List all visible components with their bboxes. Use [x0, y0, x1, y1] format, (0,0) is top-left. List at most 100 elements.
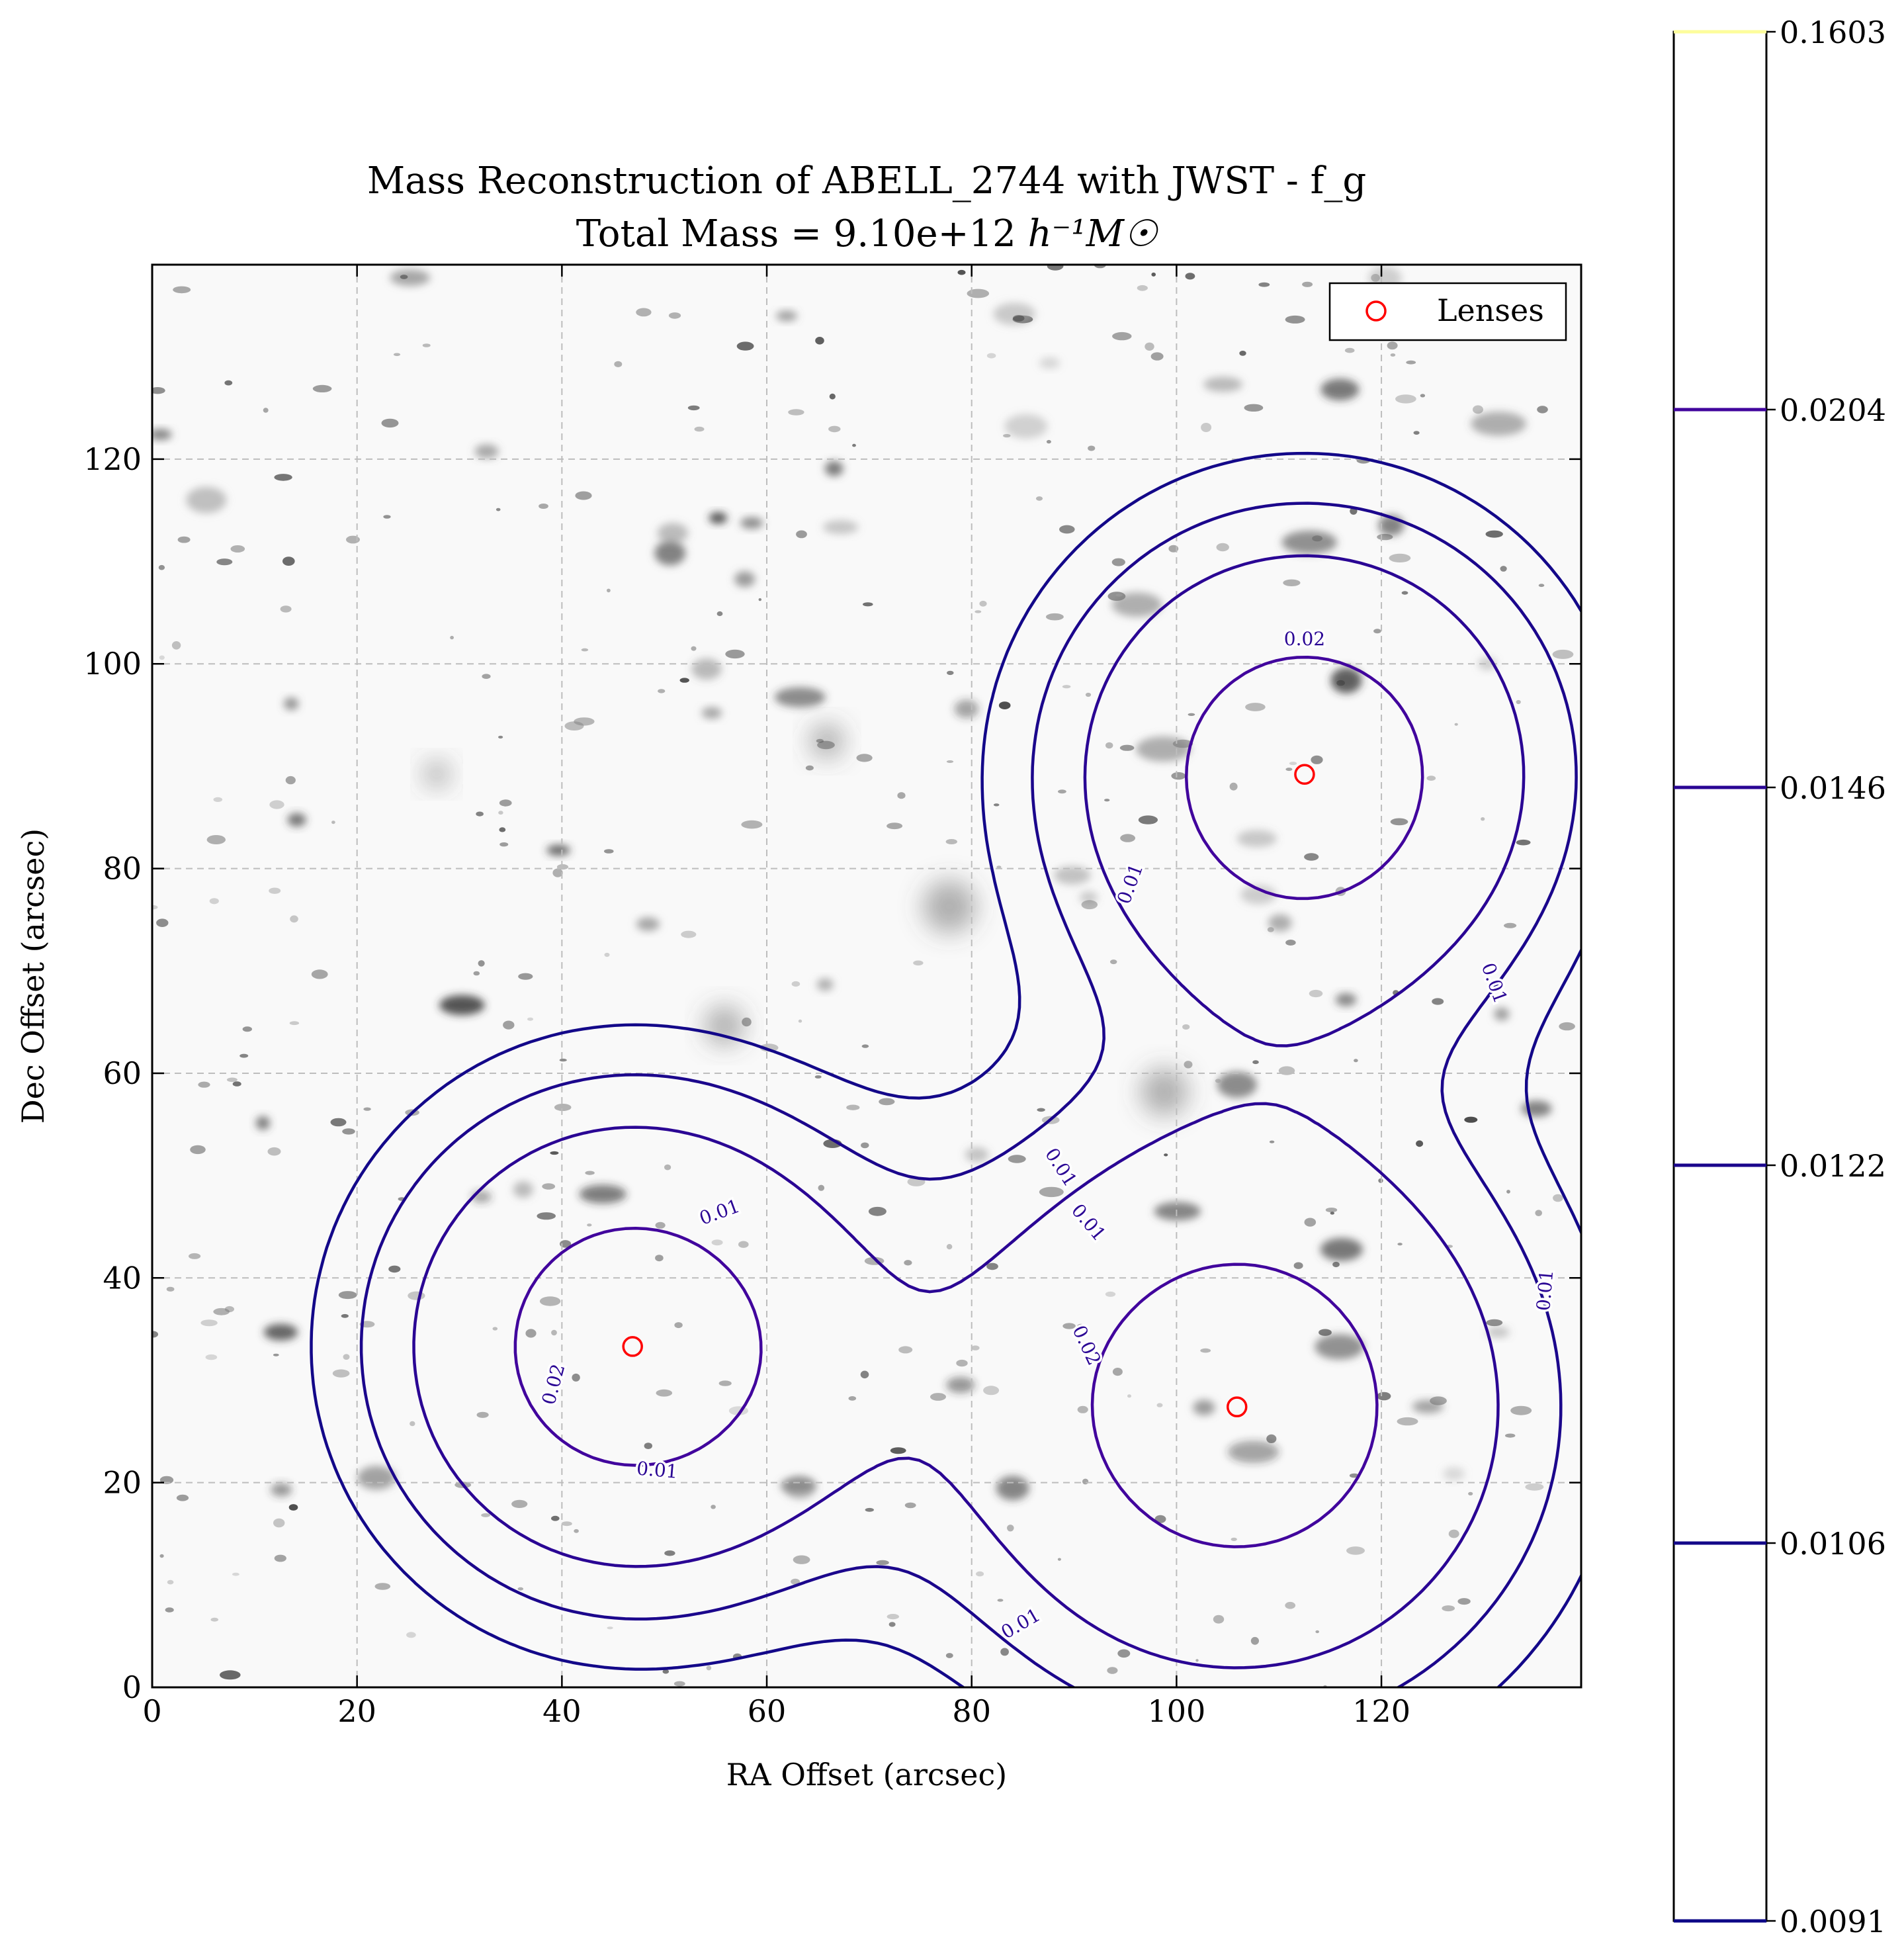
galaxy-spot	[1076, 1323, 1086, 1331]
galaxy-spot	[1115, 594, 1123, 597]
galaxy-spot	[476, 1411, 489, 1418]
legend-lenses-label: Lenses	[1437, 292, 1544, 328]
galaxy-spot	[774, 687, 826, 707]
galaxy-spot	[1432, 998, 1444, 1005]
galaxy-spot	[290, 915, 298, 923]
galaxy-spot	[481, 1513, 490, 1517]
galaxy-spot	[1215, 1079, 1221, 1083]
galaxy-spot	[1330, 667, 1362, 693]
galaxy-spot	[1401, 591, 1408, 595]
galaxy-spot	[232, 1572, 239, 1576]
galaxy-spot	[1154, 1202, 1201, 1221]
galaxy-spot	[1213, 1615, 1225, 1624]
galaxy-spot	[1151, 272, 1156, 277]
galaxy-spot	[979, 600, 987, 607]
galaxy-spot	[1077, 1405, 1088, 1413]
galaxy-spot	[269, 887, 281, 894]
galaxy-spot	[791, 1578, 801, 1585]
galaxy-spot	[288, 1504, 298, 1511]
galaxy-spot	[1416, 1140, 1424, 1147]
galaxy-spot	[1117, 1649, 1131, 1658]
galaxy-spot	[551, 1515, 560, 1521]
galaxy-spot	[681, 930, 697, 938]
galaxy-spot	[1007, 1525, 1014, 1532]
galaxy-spot	[736, 341, 754, 351]
galaxy-spot	[1325, 1208, 1338, 1213]
galaxy-spot	[1266, 1434, 1277, 1443]
galaxy-spot	[1164, 1153, 1168, 1157]
galaxy-spot	[230, 545, 245, 553]
galaxy-spot	[846, 1104, 860, 1110]
bright-galaxy-halo	[1141, 1068, 1188, 1116]
galaxy-spot	[1082, 1478, 1089, 1485]
galaxy-spot	[1216, 543, 1229, 552]
galaxy-spot	[587, 1223, 592, 1227]
galaxy-spot	[668, 312, 681, 319]
galaxy-spot	[1079, 891, 1098, 904]
galaxy-spot	[205, 1354, 218, 1360]
galaxy-spot	[913, 960, 924, 966]
galaxy-spot	[1250, 1636, 1259, 1645]
galaxy-spot	[701, 707, 722, 719]
galaxy-spot	[374, 1583, 391, 1590]
galaxy-spot	[498, 735, 503, 739]
bright-galaxy-halo	[923, 880, 976, 933]
galaxy-spot	[1390, 818, 1408, 826]
galaxy-spot	[273, 1353, 279, 1356]
galaxy-spot	[1104, 799, 1110, 802]
galaxy-spot	[1244, 404, 1264, 412]
galaxy-spot	[1377, 1392, 1391, 1401]
galaxy-spot	[785, 1476, 815, 1499]
galaxy-spot	[189, 1253, 201, 1259]
galaxy-spot	[152, 905, 158, 910]
galaxy-spot	[828, 425, 841, 433]
galaxy-spot	[410, 1421, 415, 1427]
galaxy-spot	[383, 515, 391, 519]
galaxy-spot	[1464, 1116, 1478, 1123]
galaxy-spot	[539, 1296, 561, 1306]
galaxy-spot	[993, 302, 1036, 326]
galaxy-spot	[1057, 1558, 1061, 1561]
galaxy-spot	[499, 799, 512, 807]
galaxy-spot	[818, 1184, 825, 1191]
galaxy-spot	[997, 1599, 1004, 1602]
galaxy-spot	[662, 1669, 670, 1674]
galaxy-spot	[655, 1221, 666, 1229]
galaxy-spot	[664, 1164, 671, 1171]
grid-lines	[152, 265, 1581, 1687]
galaxy-spot	[1330, 1212, 1335, 1215]
galaxy-spot	[1309, 989, 1323, 998]
galaxy-spot	[1397, 1417, 1418, 1426]
galaxy-spot	[1252, 1060, 1259, 1065]
galaxy-spot	[1236, 830, 1277, 848]
galaxy-spot	[694, 426, 705, 432]
galaxy-spot	[232, 1081, 241, 1087]
galaxy-spot	[887, 822, 903, 830]
galaxy-spot	[1039, 1186, 1064, 1198]
galaxy-spot	[492, 1327, 498, 1331]
galaxy-spot	[513, 1181, 533, 1198]
galaxy-spot	[331, 821, 335, 824]
galaxy-spot	[1504, 922, 1517, 928]
galaxy-spot	[408, 1291, 425, 1300]
galaxy-spot	[734, 571, 756, 588]
galaxy-spot	[167, 1579, 174, 1585]
galaxy-spot	[956, 1359, 968, 1367]
galaxy-spot	[216, 558, 233, 566]
galaxy-spot	[224, 380, 233, 386]
galaxy-spot	[450, 635, 454, 640]
galaxy-spot	[1258, 282, 1270, 287]
galaxy-spot	[974, 610, 982, 613]
galaxy-spot	[1156, 1403, 1163, 1407]
galaxy-spot	[725, 649, 745, 659]
galaxy-spot	[1335, 993, 1357, 1006]
galaxy-spot	[1239, 351, 1246, 356]
galaxy-spot	[1004, 414, 1048, 439]
galaxy-spot	[338, 1291, 357, 1300]
bright-galaxy-halo	[705, 1006, 744, 1045]
galaxy-spot	[1105, 1291, 1116, 1297]
galaxy-spot	[165, 1607, 174, 1613]
galaxy-spot	[897, 792, 906, 799]
galaxy-spot	[1535, 1210, 1542, 1216]
